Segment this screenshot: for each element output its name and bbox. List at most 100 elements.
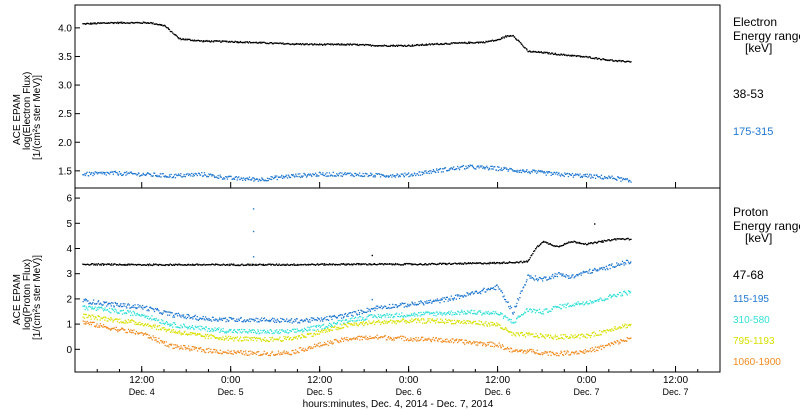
- data-point: [254, 41, 257, 44]
- data-point: [618, 177, 620, 179]
- data-point: [420, 319, 422, 321]
- data-point: [284, 352, 286, 354]
- data-point: [584, 336, 586, 338]
- data-point: [629, 325, 631, 327]
- data-point: [385, 175, 387, 177]
- data-point: [369, 175, 371, 177]
- data-point: [579, 242, 582, 245]
- data-point: [527, 260, 529, 263]
- data-point: [555, 352, 557, 354]
- data-point: [504, 328, 506, 330]
- data-point: [340, 313, 342, 316]
- data-point: [269, 320, 271, 323]
- data-point: [505, 348, 507, 350]
- data-point: [148, 22, 150, 24]
- data-point: [538, 308, 541, 310]
- data-point: [555, 54, 558, 56]
- y-tick-label: 2: [66, 294, 72, 305]
- data-point: [498, 323, 500, 326]
- data-point: [106, 22, 108, 24]
- data-point: [323, 344, 325, 346]
- data-point: [180, 316, 182, 318]
- data-point: [321, 329, 323, 332]
- data-point: [596, 346, 598, 348]
- data-point: [192, 318, 194, 320]
- data-point: [252, 331, 255, 334]
- data-point: [404, 172, 406, 174]
- data-point: [87, 316, 89, 318]
- data-point: [588, 270, 590, 272]
- data-point: [133, 329, 135, 331]
- data-point: [225, 352, 228, 354]
- data-point: [351, 311, 354, 314]
- data-point: [168, 28, 170, 30]
- data-point: [108, 318, 111, 320]
- data-point: [544, 241, 546, 243]
- data-point: [320, 263, 322, 265]
- data-point: [430, 312, 432, 314]
- data-point: [621, 60, 623, 62]
- data-point: [479, 262, 481, 264]
- data-point: [448, 341, 451, 343]
- data-point: [415, 304, 417, 306]
- data-point: [265, 353, 267, 355]
- data-point: [148, 310, 150, 312]
- data-point: [384, 176, 387, 178]
- data-point: [291, 322, 293, 324]
- data-point: [447, 341, 449, 343]
- data-point: [116, 320, 119, 323]
- data-point: [164, 322, 166, 324]
- data-point: [431, 43, 433, 45]
- data-point: [302, 335, 304, 337]
- data-point: [627, 324, 630, 326]
- data-point: [529, 275, 531, 277]
- data-point: [322, 44, 324, 46]
- data-point: [527, 274, 530, 276]
- data-point: [497, 38, 499, 41]
- data-point: [533, 308, 535, 310]
- data-point: [88, 314, 90, 316]
- data-point: [165, 175, 168, 178]
- data-point: [608, 343, 610, 345]
- data-point: [469, 320, 471, 322]
- data-point: [166, 264, 168, 266]
- data-point: [390, 319, 392, 322]
- data-point: [507, 330, 509, 332]
- data-point: [226, 176, 228, 178]
- data-point: [512, 170, 514, 172]
- data-point: [315, 344, 318, 346]
- data-point: [186, 316, 189, 319]
- data-point: [403, 315, 405, 317]
- data-point: [547, 242, 549, 244]
- bottom-legend-item-1: 47-68: [733, 268, 764, 282]
- data-point: [524, 350, 526, 352]
- data-point: [465, 339, 467, 342]
- data-point: [325, 329, 327, 331]
- data-point: [339, 323, 341, 325]
- data-point: [263, 180, 265, 182]
- data-point: [205, 264, 207, 266]
- data-point: [491, 345, 493, 348]
- data-point: [385, 45, 387, 47]
- data-point: [272, 263, 274, 265]
- data-point: [375, 336, 377, 339]
- data-point: [451, 319, 453, 322]
- data-point: [446, 296, 448, 298]
- data-point: [416, 264, 419, 266]
- data-point: [541, 352, 543, 354]
- data-point: [246, 264, 248, 266]
- data-point: [608, 176, 610, 178]
- data-point: [318, 333, 321, 335]
- data-point: [142, 315, 144, 317]
- data-point: [102, 171, 104, 173]
- data-point: [446, 263, 448, 266]
- data-point: [164, 24, 166, 26]
- data-point: [193, 346, 195, 348]
- data-point: [594, 346, 597, 348]
- data-point: [128, 330, 131, 332]
- data-point: [118, 171, 121, 173]
- data-point: [209, 334, 211, 336]
- data-point: [562, 244, 565, 246]
- data-point: [601, 241, 603, 243]
- data-point: [161, 313, 163, 315]
